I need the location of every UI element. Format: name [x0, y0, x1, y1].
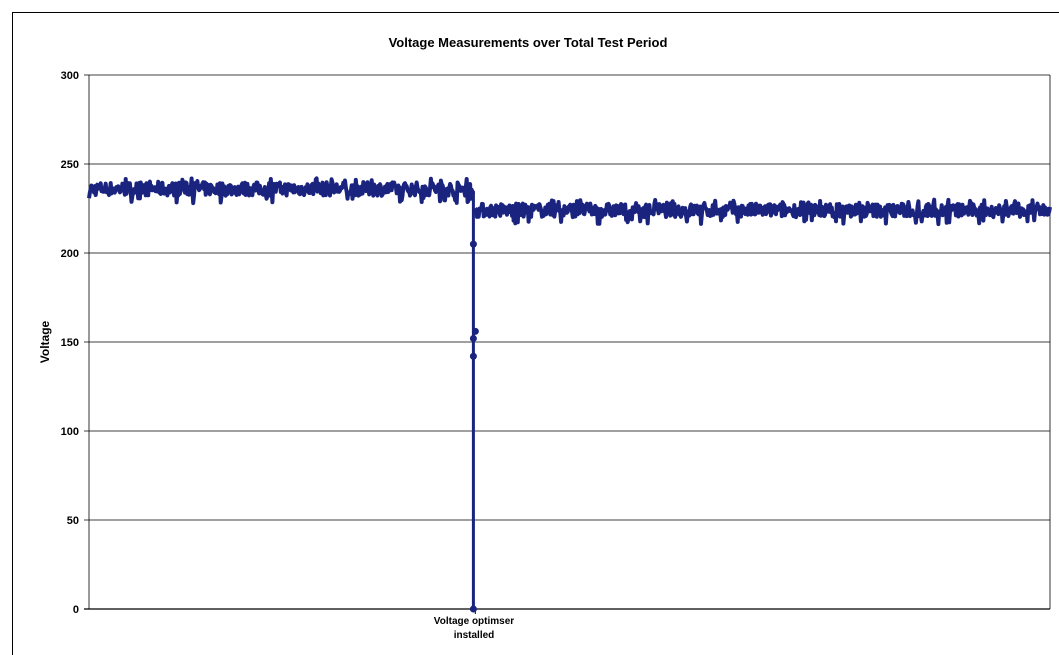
y-tick-label: 250 [61, 159, 79, 171]
annotation-line1: Voltage optimser [434, 616, 514, 627]
y-axis-label: Voltage [38, 320, 52, 363]
series-point [469, 240, 477, 248]
series-point [469, 605, 477, 613]
series-point [469, 334, 477, 342]
gridlines [84, 74, 1051, 614]
y-tick-label: 50 [67, 515, 79, 527]
y-tick-label: 150 [61, 337, 79, 349]
chart-frame [12, 12, 1059, 655]
y-tick-label: 200 [61, 248, 79, 260]
series-line-segment-0 [87, 176, 476, 206]
chart-title: Voltage Measurements over Total Test Per… [389, 35, 668, 50]
annotation-line2: installed [454, 630, 495, 641]
series-line-segment-2 [473, 197, 1052, 227]
y-tick-label: 100 [61, 426, 79, 438]
series-point [471, 327, 479, 335]
voltage-series [87, 176, 1052, 613]
series-point [469, 352, 477, 360]
y-tick-label: 300 [61, 70, 79, 82]
y-tick-label: 0 [73, 604, 79, 616]
y-tick-labels: 0 50 100 150 200 250 300 [61, 70, 79, 616]
